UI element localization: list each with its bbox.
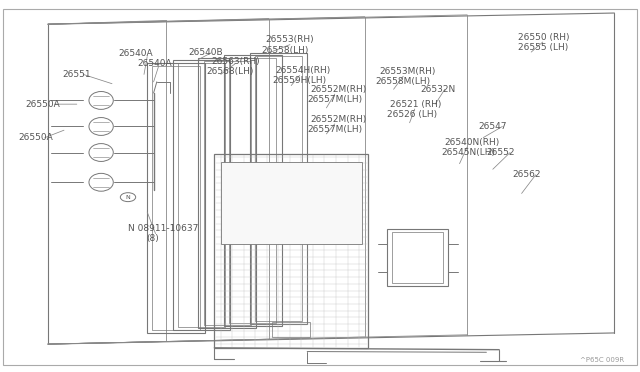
Text: 26552M(RH): 26552M(RH) xyxy=(310,115,367,124)
Text: 26540N(RH): 26540N(RH) xyxy=(445,138,500,147)
Text: 26553(RH): 26553(RH) xyxy=(266,35,314,44)
Bar xyxy=(147,63,205,333)
Text: 26550A: 26550A xyxy=(26,100,60,109)
Text: 26540A: 26540A xyxy=(118,49,153,58)
Bar xyxy=(392,232,443,283)
Text: 26553M(RH): 26553M(RH) xyxy=(379,67,435,76)
Bar xyxy=(173,60,230,330)
Bar xyxy=(204,61,251,325)
Text: 26557M(LH): 26557M(LH) xyxy=(307,95,362,104)
Bar xyxy=(221,162,362,244)
Text: 26552M(RH): 26552M(RH) xyxy=(310,85,367,94)
Text: 26558(LH): 26558(LH) xyxy=(261,46,308,55)
Text: 26557M(LH): 26557M(LH) xyxy=(307,125,362,134)
Bar xyxy=(214,154,368,348)
Text: 26562: 26562 xyxy=(512,170,541,179)
Text: 26568(LH): 26568(LH) xyxy=(207,67,254,76)
Bar xyxy=(272,322,310,337)
Text: (8): (8) xyxy=(146,234,159,243)
Text: 26540B: 26540B xyxy=(189,48,223,57)
Text: 26554H(RH): 26554H(RH) xyxy=(275,66,330,75)
Bar xyxy=(178,63,225,327)
Bar xyxy=(255,56,302,321)
Text: 26550A: 26550A xyxy=(18,133,52,142)
Bar xyxy=(229,58,276,323)
Text: 26540A: 26540A xyxy=(138,59,172,68)
Text: 26532N: 26532N xyxy=(420,85,456,94)
Text: 26559H(LH): 26559H(LH) xyxy=(272,76,326,85)
Text: 26555 (LH): 26555 (LH) xyxy=(518,43,569,52)
Text: 26558M(LH): 26558M(LH) xyxy=(376,77,431,86)
Bar xyxy=(198,58,256,328)
Bar xyxy=(152,66,200,330)
Text: 26563(RH): 26563(RH) xyxy=(211,57,260,66)
Text: ^P65C 009R: ^P65C 009R xyxy=(580,357,624,363)
Text: 26547: 26547 xyxy=(479,122,508,131)
Bar xyxy=(224,55,282,326)
Text: 26545N(LH): 26545N(LH) xyxy=(442,148,495,157)
Text: 26526 (LH): 26526 (LH) xyxy=(387,110,437,119)
Text: 26550 (RH): 26550 (RH) xyxy=(518,33,570,42)
Text: 26521 (RH): 26521 (RH) xyxy=(390,100,442,109)
Text: N 08911-10637: N 08911-10637 xyxy=(128,224,198,233)
Text: 26552: 26552 xyxy=(486,148,515,157)
Bar xyxy=(387,229,448,286)
Text: 26551: 26551 xyxy=(63,70,92,79)
Bar xyxy=(250,53,307,324)
Text: N: N xyxy=(125,195,131,200)
